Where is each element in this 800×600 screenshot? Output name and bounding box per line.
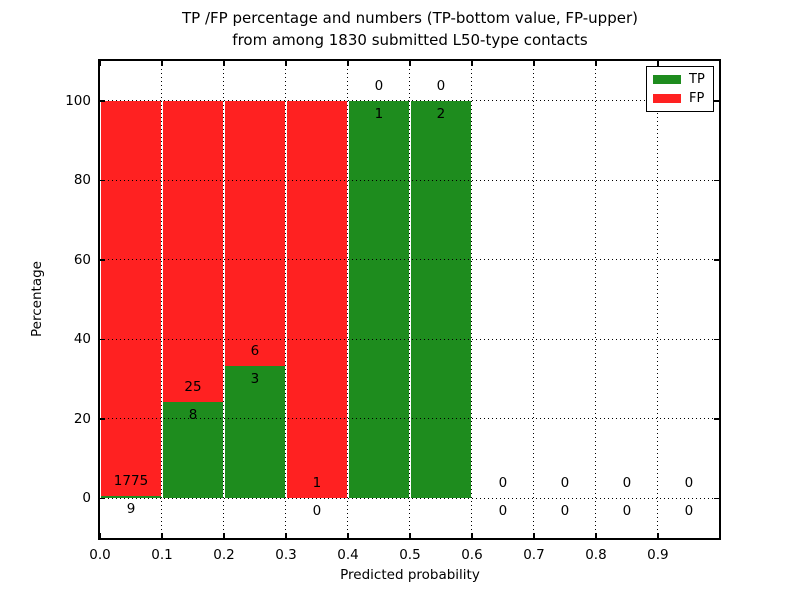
x-tick-mark-bottom bbox=[533, 533, 535, 538]
y-tick-mark-right bbox=[714, 418, 719, 420]
y-tick-mark-left bbox=[100, 418, 105, 420]
x-tick-label: 0.6 bbox=[461, 547, 483, 563]
x-tick-mark-top bbox=[223, 61, 225, 66]
x-tick-label: 0.5 bbox=[399, 547, 421, 563]
fp-count-label: 1775 bbox=[113, 473, 149, 490]
tp-count-label: 2 bbox=[436, 105, 446, 122]
x-tick-mark-bottom bbox=[657, 533, 659, 538]
x-tick-mark-bottom bbox=[99, 533, 101, 538]
y-tick-label: 0 bbox=[82, 490, 91, 507]
fp-count-label: 0 bbox=[622, 475, 632, 492]
bar-segment-fp bbox=[224, 100, 285, 366]
fp-count-label: 0 bbox=[684, 475, 694, 492]
legend-label-tp: TP bbox=[689, 72, 705, 88]
x-tick-mark-top bbox=[533, 61, 535, 66]
y-tick-label: 60 bbox=[73, 251, 91, 268]
fp-count-label: 1 bbox=[312, 475, 322, 492]
x-tick-label: 0.0 bbox=[89, 547, 111, 563]
x-tick-mark-top bbox=[161, 61, 163, 66]
y-tick-mark-left bbox=[100, 497, 105, 499]
tp-color-swatch bbox=[653, 75, 681, 85]
x-tick-mark-top bbox=[347, 61, 349, 66]
legend-item-fp: FP bbox=[653, 91, 707, 106]
y-tick-mark-left bbox=[100, 259, 105, 261]
x-tick-mark-bottom bbox=[347, 533, 349, 538]
x-tick-mark-top bbox=[285, 61, 287, 66]
bar-segment-tp bbox=[101, 496, 161, 499]
x-tick-mark-top bbox=[471, 61, 473, 66]
x-axis-label: Predicted probability bbox=[340, 567, 480, 583]
tp-count-label: 1 bbox=[374, 105, 384, 122]
bar-segment-tp bbox=[410, 100, 471, 499]
tp-count-label: 0 bbox=[622, 503, 632, 520]
y-tick-mark-left bbox=[100, 100, 105, 102]
y-axis-label: Percentage bbox=[29, 261, 45, 337]
x-gridline bbox=[595, 61, 597, 538]
x-gridline bbox=[347, 61, 349, 538]
y-tick-label: 20 bbox=[73, 410, 91, 427]
y-tick-mark-right bbox=[714, 497, 719, 499]
x-tick-label: 0.2 bbox=[213, 547, 235, 563]
x-gridline bbox=[409, 61, 411, 538]
x-tick-label: 0.3 bbox=[275, 547, 297, 563]
tp-count-label: 0 bbox=[498, 503, 508, 520]
x-gridline bbox=[285, 61, 287, 538]
legend-item-tp: TP bbox=[653, 72, 707, 87]
x-tick-mark-bottom bbox=[285, 533, 287, 538]
tp-count-label: 9 bbox=[126, 501, 136, 518]
x-gridline bbox=[533, 61, 535, 538]
tp-count-label: 8 bbox=[188, 407, 198, 424]
x-tick-mark-bottom bbox=[471, 533, 473, 538]
x-tick-mark-bottom bbox=[409, 533, 411, 538]
x-gridline bbox=[161, 61, 163, 538]
x-tick-mark-top bbox=[595, 61, 597, 66]
chart-title-line1: TP /FP percentage and numbers (TP-bottom… bbox=[182, 9, 638, 27]
fp-color-swatch bbox=[653, 93, 681, 103]
bar-segment-tp bbox=[162, 402, 223, 499]
tp-count-label: 0 bbox=[684, 503, 694, 520]
legend-box: TP FP bbox=[646, 66, 714, 112]
chart-title-line2: from among 1830 submitted L50-type conta… bbox=[232, 31, 588, 49]
fp-count-label: 0 bbox=[560, 475, 570, 492]
x-tick-label: 0.9 bbox=[647, 547, 669, 563]
x-tick-label: 0.8 bbox=[585, 547, 607, 563]
tp-count-label: 0 bbox=[560, 503, 570, 520]
y-tick-mark-right bbox=[714, 179, 719, 181]
fp-count-label: 25 bbox=[184, 379, 202, 396]
y-tick-label: 40 bbox=[73, 331, 91, 348]
tp-count-label: 3 bbox=[250, 370, 260, 387]
legend-label-fp: FP bbox=[689, 90, 705, 106]
fp-count-label: 0 bbox=[498, 475, 508, 492]
x-tick-label: 0.1 bbox=[151, 547, 173, 563]
fp-count-label: 0 bbox=[436, 77, 446, 94]
bar-segment-tp bbox=[224, 365, 285, 499]
x-tick-mark-bottom bbox=[161, 533, 163, 538]
x-tick-label: 0.7 bbox=[523, 547, 545, 563]
fp-count-label: 0 bbox=[374, 77, 384, 94]
x-gridline bbox=[471, 61, 473, 538]
y-tick-mark-right bbox=[714, 100, 719, 102]
y-tick-mark-right bbox=[714, 259, 719, 261]
x-tick-mark-top bbox=[409, 61, 411, 66]
x-tick-mark-bottom bbox=[595, 533, 597, 538]
y-tick-mark-right bbox=[714, 338, 719, 340]
x-tick-mark-top bbox=[99, 61, 101, 66]
x-gridline bbox=[657, 61, 659, 538]
y-tick-mark-left bbox=[100, 338, 105, 340]
y-tick-mark-left bbox=[100, 179, 105, 181]
bar-segment-tp bbox=[348, 100, 409, 499]
y-tick-label: 80 bbox=[73, 172, 91, 189]
y-tick-label: 100 bbox=[65, 92, 91, 109]
tp-count-label: 0 bbox=[312, 503, 322, 520]
x-tick-label: 0.4 bbox=[337, 547, 359, 563]
fp-count-label: 6 bbox=[250, 342, 260, 359]
bar-segment-fp bbox=[101, 100, 161, 497]
x-tick-mark-top bbox=[657, 61, 659, 66]
x-tick-mark-bottom bbox=[223, 533, 225, 538]
bar-segment-fp bbox=[162, 100, 223, 403]
bar-segment-fp bbox=[286, 100, 347, 499]
x-gridline bbox=[223, 61, 225, 538]
